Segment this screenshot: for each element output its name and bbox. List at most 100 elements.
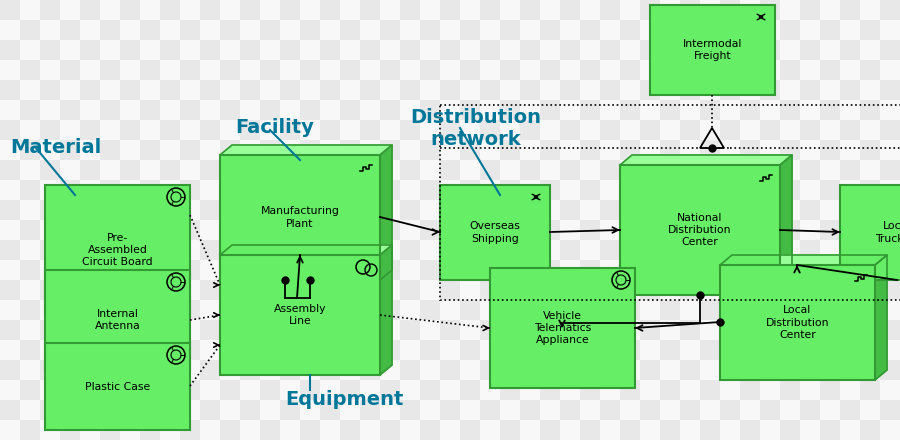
Bar bbox=[340, 360, 360, 380]
Bar bbox=[0, 280, 20, 300]
Bar bbox=[600, 60, 620, 80]
Bar bbox=[780, 400, 800, 420]
Bar bbox=[500, 320, 520, 340]
Bar bbox=[880, 340, 900, 360]
Bar bbox=[720, 320, 740, 340]
Bar bbox=[200, 100, 220, 120]
Bar bbox=[460, 220, 480, 240]
Bar bbox=[120, 360, 140, 380]
Bar bbox=[100, 0, 120, 20]
Bar bbox=[880, 360, 900, 380]
Bar bbox=[720, 300, 740, 320]
Bar bbox=[500, 260, 520, 280]
Bar bbox=[420, 100, 440, 120]
Bar bbox=[200, 340, 220, 360]
Bar bbox=[540, 40, 560, 60]
Bar bbox=[480, 360, 500, 380]
Bar bbox=[280, 180, 300, 200]
Bar bbox=[260, 240, 280, 260]
Bar bbox=[120, 100, 140, 120]
Bar bbox=[100, 220, 120, 240]
Bar bbox=[700, 120, 720, 140]
Bar bbox=[80, 160, 100, 180]
Bar bbox=[640, 200, 660, 220]
FancyBboxPatch shape bbox=[650, 5, 775, 95]
Bar bbox=[820, 220, 840, 240]
Bar bbox=[820, 280, 840, 300]
Bar bbox=[880, 200, 900, 220]
Bar bbox=[100, 200, 120, 220]
Bar bbox=[680, 280, 700, 300]
Bar bbox=[520, 80, 540, 100]
Bar bbox=[220, 240, 240, 260]
Bar bbox=[440, 60, 460, 80]
Bar bbox=[120, 120, 140, 140]
Bar bbox=[740, 420, 760, 440]
Bar bbox=[280, 220, 300, 240]
Bar bbox=[540, 400, 560, 420]
Bar bbox=[840, 300, 860, 320]
Bar bbox=[280, 80, 300, 100]
Bar bbox=[460, 40, 480, 60]
Bar bbox=[480, 320, 500, 340]
Bar bbox=[820, 100, 840, 120]
Bar bbox=[40, 420, 60, 440]
Bar bbox=[280, 260, 300, 280]
Bar bbox=[480, 40, 500, 60]
Bar bbox=[700, 240, 720, 260]
Bar bbox=[800, 280, 820, 300]
Bar bbox=[320, 240, 340, 260]
Bar bbox=[860, 380, 880, 400]
Bar bbox=[760, 420, 780, 440]
Bar bbox=[140, 100, 160, 120]
Bar bbox=[820, 180, 840, 200]
Bar bbox=[0, 260, 20, 280]
Bar bbox=[620, 340, 640, 360]
Bar bbox=[420, 80, 440, 100]
Bar bbox=[60, 160, 80, 180]
Bar bbox=[340, 0, 360, 20]
Bar bbox=[780, 240, 800, 260]
Bar bbox=[600, 320, 620, 340]
Bar bbox=[20, 100, 40, 120]
Bar bbox=[120, 320, 140, 340]
Bar bbox=[440, 140, 460, 160]
Bar bbox=[220, 140, 240, 160]
Polygon shape bbox=[380, 145, 392, 280]
Bar bbox=[400, 40, 420, 60]
Bar bbox=[780, 320, 800, 340]
Bar bbox=[200, 260, 220, 280]
Bar bbox=[80, 40, 100, 60]
Bar bbox=[220, 260, 240, 280]
Bar bbox=[640, 180, 660, 200]
Bar bbox=[420, 420, 440, 440]
Bar bbox=[820, 400, 840, 420]
Bar bbox=[120, 380, 140, 400]
Bar bbox=[340, 40, 360, 60]
Polygon shape bbox=[220, 145, 392, 155]
Bar bbox=[880, 140, 900, 160]
Bar bbox=[460, 240, 480, 260]
Bar bbox=[840, 80, 860, 100]
Bar bbox=[0, 160, 20, 180]
Bar bbox=[760, 160, 780, 180]
Bar bbox=[400, 300, 420, 320]
Bar bbox=[540, 360, 560, 380]
Bar bbox=[520, 20, 540, 40]
Bar bbox=[640, 120, 660, 140]
Bar bbox=[880, 20, 900, 40]
Bar bbox=[440, 340, 460, 360]
Bar bbox=[0, 420, 20, 440]
Bar bbox=[80, 280, 100, 300]
Bar bbox=[680, 0, 700, 20]
Bar bbox=[100, 280, 120, 300]
Bar bbox=[180, 360, 200, 380]
Bar bbox=[880, 240, 900, 260]
Bar bbox=[840, 100, 860, 120]
Bar bbox=[860, 80, 880, 100]
Bar bbox=[600, 20, 620, 40]
Bar bbox=[100, 140, 120, 160]
Bar bbox=[40, 40, 60, 60]
Bar bbox=[840, 380, 860, 400]
Bar bbox=[680, 400, 700, 420]
